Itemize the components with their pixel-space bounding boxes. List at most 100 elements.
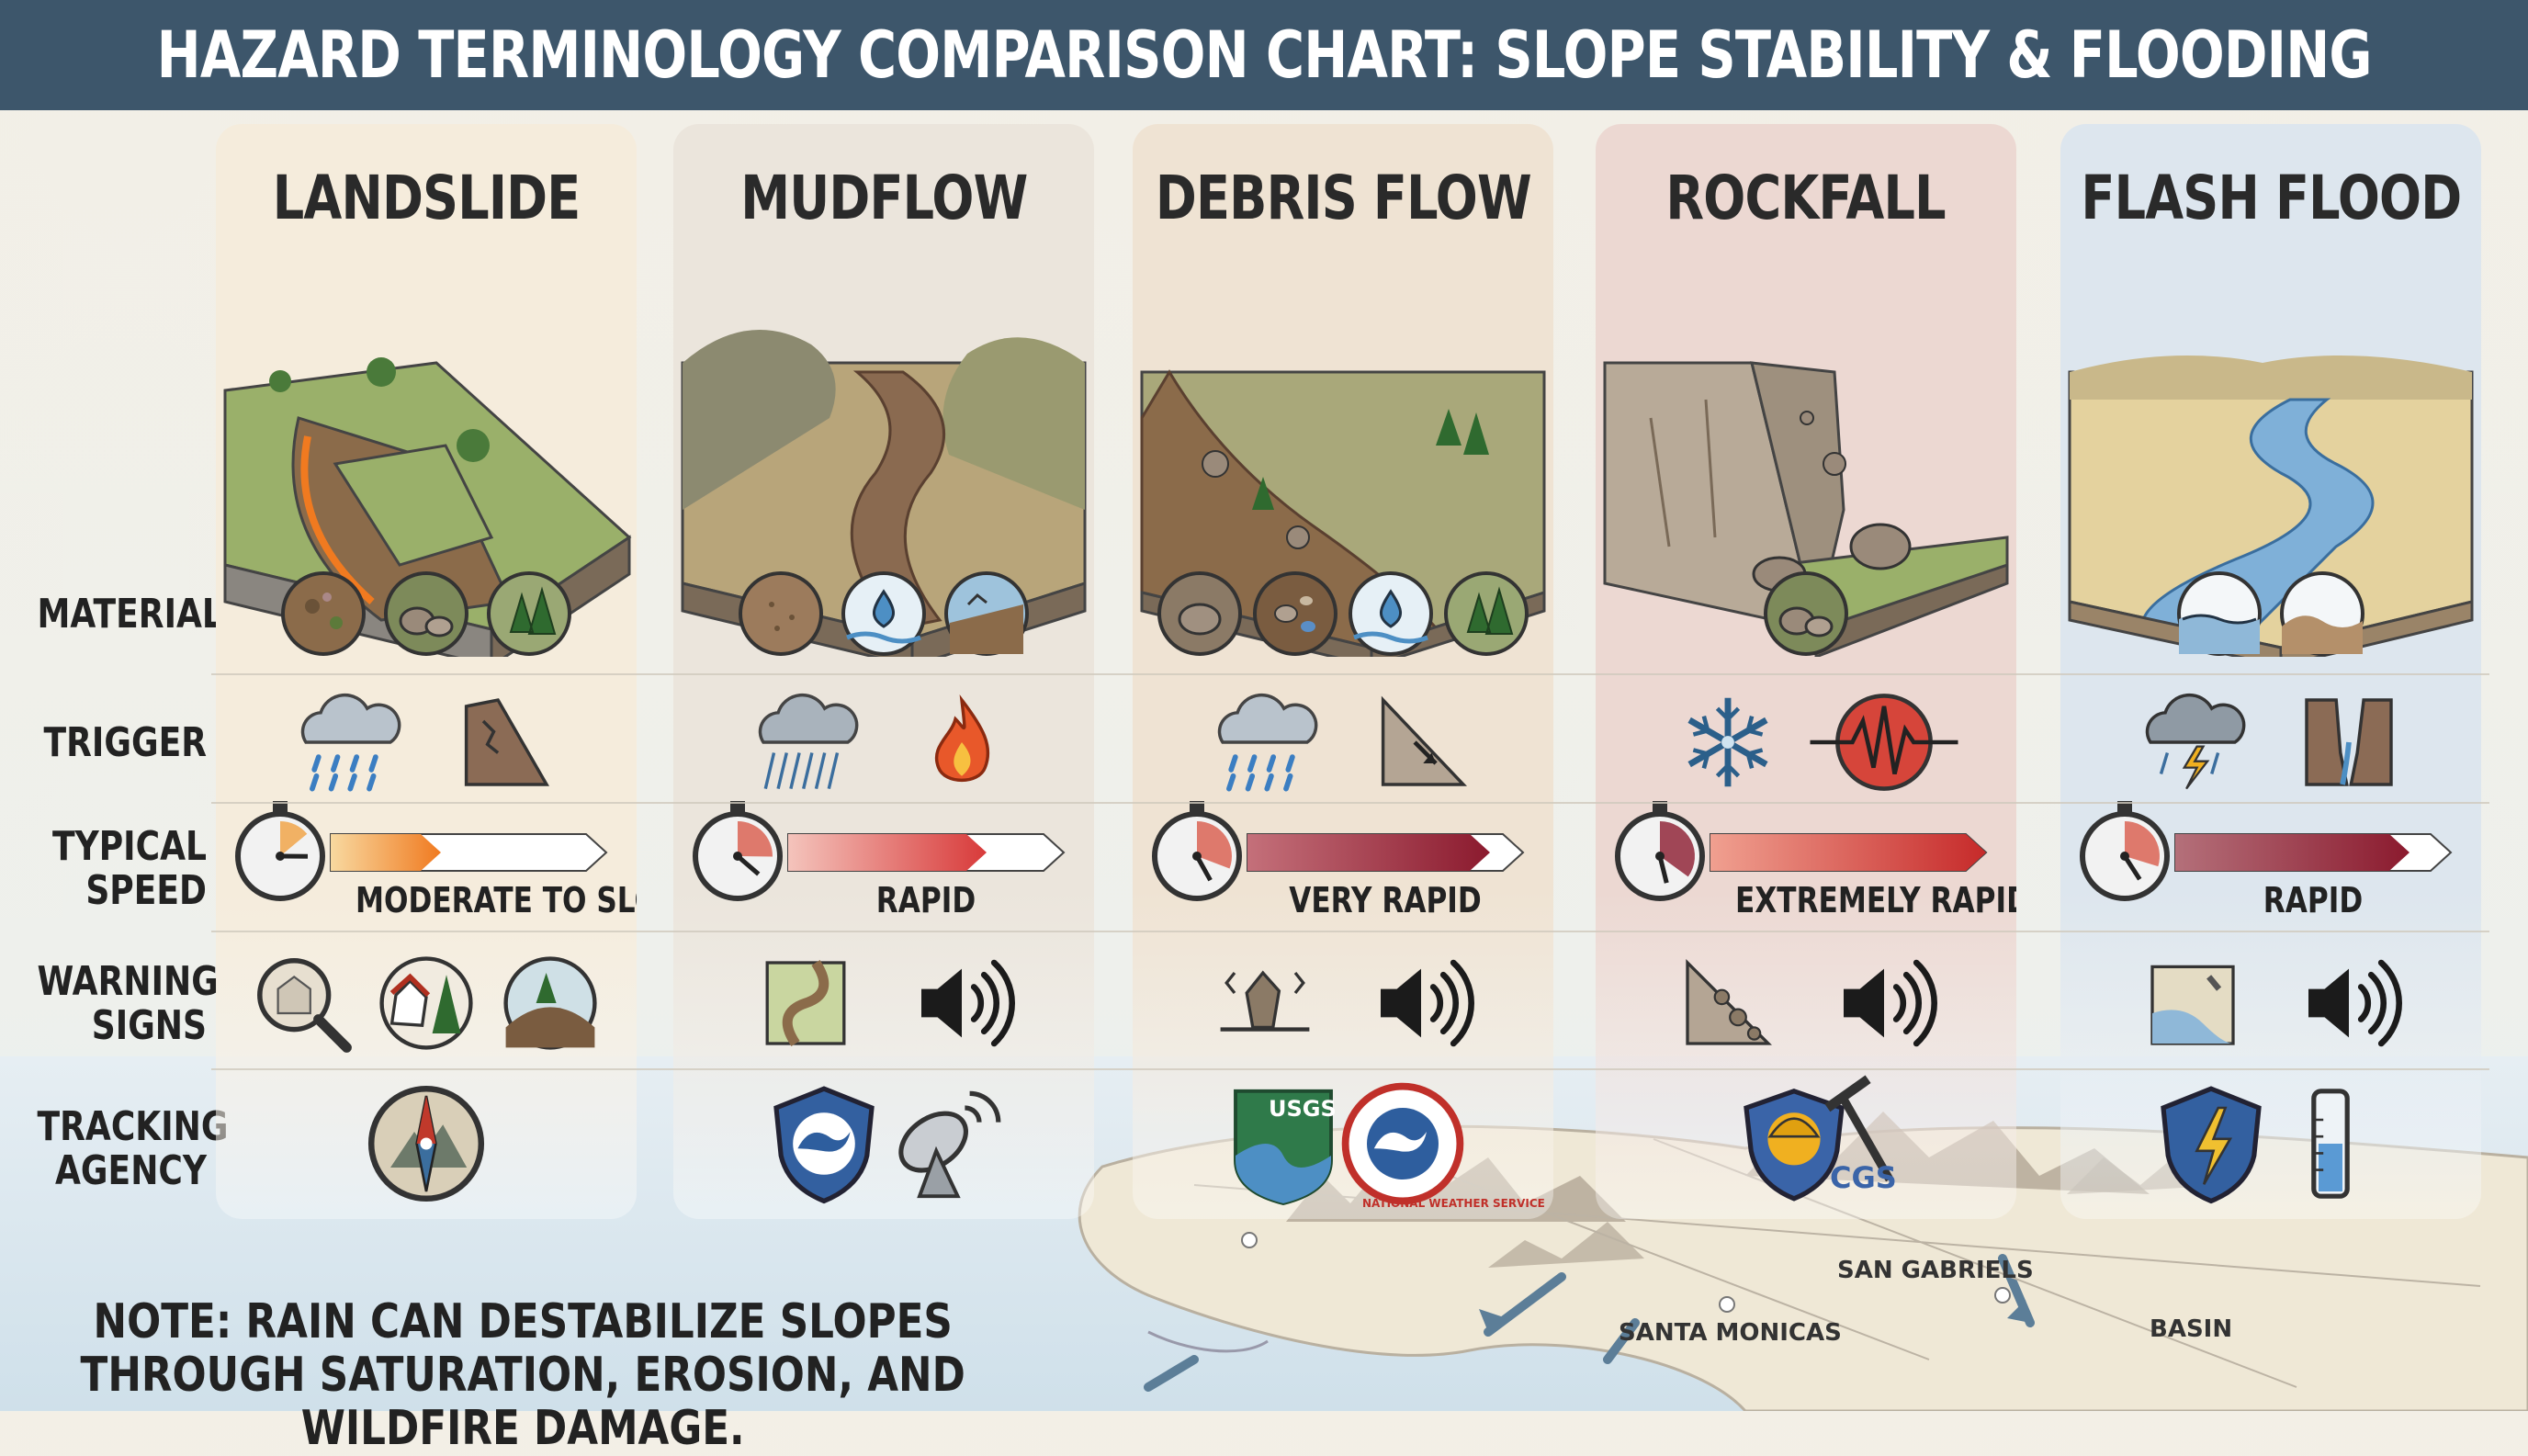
column-flash-flood: FLASH FLOOD RAPID [2060, 124, 2481, 1219]
falling-rocks-icon [1686, 959, 1772, 1045]
heavy-rain-icon [758, 693, 859, 789]
rocks-icon [1157, 571, 1242, 656]
column-debris-flow: DEBRIS FLOW VERY RAPID USGS NATIONAL WEATH… [1133, 124, 1553, 1219]
column-landslide: LANDSLIDE MODERATE TO SLOW [216, 124, 637, 1219]
water-drop-icon [1349, 571, 1433, 656]
column-header: FLASH FLOOD [2060, 133, 2481, 262]
column-title: MUDFLOW [739, 162, 1028, 233]
column-title: ROCKFALL [1665, 162, 1947, 233]
row-divider [211, 931, 2489, 932]
mud-icon [739, 571, 823, 656]
row-label-speed-1: TYPICAL [52, 823, 207, 870]
speed-bar-fill [1710, 834, 1986, 871]
stopwatch-icon [235, 801, 325, 901]
speed-bar-fill [1247, 834, 1490, 871]
column-title: FLASH FLOOD [2081, 162, 2462, 233]
speed-label: RAPID [2263, 880, 2364, 920]
flash-flood-illustration [2068, 356, 2474, 657]
speed-bar-fill [2175, 834, 2410, 871]
rising-stream-icon [2150, 965, 2235, 1045]
cracked-slope-icon [464, 698, 549, 786]
row-label-agency-2: AGENCY [55, 1147, 208, 1194]
cgs-logo-icon [1744, 1075, 1893, 1202]
usgs-logo-icon [1234, 1089, 1333, 1206]
column-title: LANDSLIDE [272, 162, 581, 233]
agency-logo-text: NATIONAL WEATHER SERVICE [1362, 1197, 1545, 1210]
loud-sound-icon [2308, 959, 2402, 1047]
column-header: MUDFLOW [673, 133, 1094, 262]
channel-landscape-icon [765, 959, 846, 1047]
bulging-ground-icon [503, 956, 597, 1050]
column-header: LANDSLIDE [216, 133, 637, 262]
column-icons [2080, 571, 2453, 1204]
weather-shield-icon [773, 1086, 875, 1204]
column-icons [1615, 571, 1988, 1202]
loud-sound-icon [1381, 959, 1474, 1047]
tilted-house-trees-icon [379, 956, 473, 1050]
title-bar: HAZARD TERMINOLOGY COMPARISON CHART: SLO… [0, 0, 2528, 110]
rain-gauge-icon [2311, 1089, 2350, 1199]
column-header: ROCKFALL [1596, 133, 2016, 262]
speed-bar-fill [788, 834, 987, 871]
stopwatch-icon [693, 801, 783, 901]
row-label-agency-1: TRACKING [37, 1103, 229, 1150]
column-icons [235, 571, 608, 1202]
map-label-basin: BASIN [2150, 1315, 2233, 1343]
footnote: NOTE: RAIN CAN DESTABILIZE SLOPES THROUG… [80, 1294, 965, 1456]
lightning-shield-icon [2161, 1086, 2262, 1204]
canyon-icon [2305, 698, 2393, 786]
trees-icon [487, 571, 571, 656]
speed-label: EXTREMELY RAPID [1735, 880, 2016, 920]
mixed-debris-icon [1253, 571, 1337, 656]
satellite-dish-icon [898, 1090, 1001, 1199]
row-divider [211, 673, 2489, 675]
rockfall-illustration [1603, 361, 2009, 657]
nws-logo-icon [1341, 1082, 1464, 1205]
column-rockfall: ROCKFALL EXTREMELY RAPID CGS [1596, 124, 2016, 1219]
loud-sound-icon [1844, 959, 1937, 1047]
row-divider [211, 1068, 2489, 1070]
column-icons [1152, 571, 1529, 1206]
storm-cloud-icon [2145, 693, 2246, 790]
agency-logo-text: CGS [1830, 1160, 1897, 1195]
soil-rock-icon [281, 571, 366, 656]
row-label-trigger: TRIGGER [43, 719, 208, 766]
stopwatch-icon [1615, 801, 1705, 901]
speed-label: MODERATE TO SLOW [356, 880, 637, 920]
water-surface-icon [2177, 571, 2262, 656]
column-title: DEBRIS FLOW [1155, 162, 1532, 233]
steep-slope-icon [1381, 695, 1468, 786]
map-label-san-gabriels: SAN GABRIELS [1837, 1257, 2034, 1284]
loud-sound-icon [921, 959, 1015, 1047]
agency-logo-text: USGS [1269, 1096, 1337, 1122]
boulders-icon [384, 571, 468, 656]
seismic-icon [1810, 694, 1958, 791]
row-divider [211, 802, 2489, 804]
trees-icon [1444, 571, 1529, 656]
rumbling-ground-icon [1220, 970, 1310, 1032]
column-icons [693, 571, 1066, 1204]
speed-bar-fill [331, 834, 441, 871]
row-label-material: MATERIAL [37, 591, 223, 638]
page-title: HAZARD TERMINOLOGY COMPARISON CHART: SLO… [156, 17, 2372, 93]
rain-cloud-icon [1217, 693, 1318, 792]
stopwatch-icon [1152, 801, 1242, 901]
row-label-warning-2: SIGNS [91, 1002, 207, 1049]
row-label-warning-1: WARNING [37, 958, 219, 1005]
mud-water-icon [944, 571, 1029, 656]
snowflake-icon [1687, 697, 1768, 787]
speed-label: VERY RAPID [1289, 880, 1482, 920]
fire-icon [935, 694, 990, 782]
sediment-icon [2280, 571, 2364, 656]
stopwatch-icon [2080, 801, 2170, 901]
column-header: DEBRIS FLOW [1133, 133, 1553, 262]
column-mudflow: MUDFLOW RAPID [673, 124, 1094, 1219]
row-label-speed-2: SPEED [85, 867, 208, 914]
compass-mountain-icon [367, 1085, 485, 1202]
magnifier-crack-icon [257, 958, 352, 1053]
speed-label: RAPID [875, 880, 976, 920]
water-drop-icon [841, 571, 926, 656]
rain-cloud-icon [300, 693, 401, 792]
map-label-santa-monicas: SANTA MONICAS [1619, 1319, 1842, 1347]
boulders-icon [1764, 571, 1848, 656]
